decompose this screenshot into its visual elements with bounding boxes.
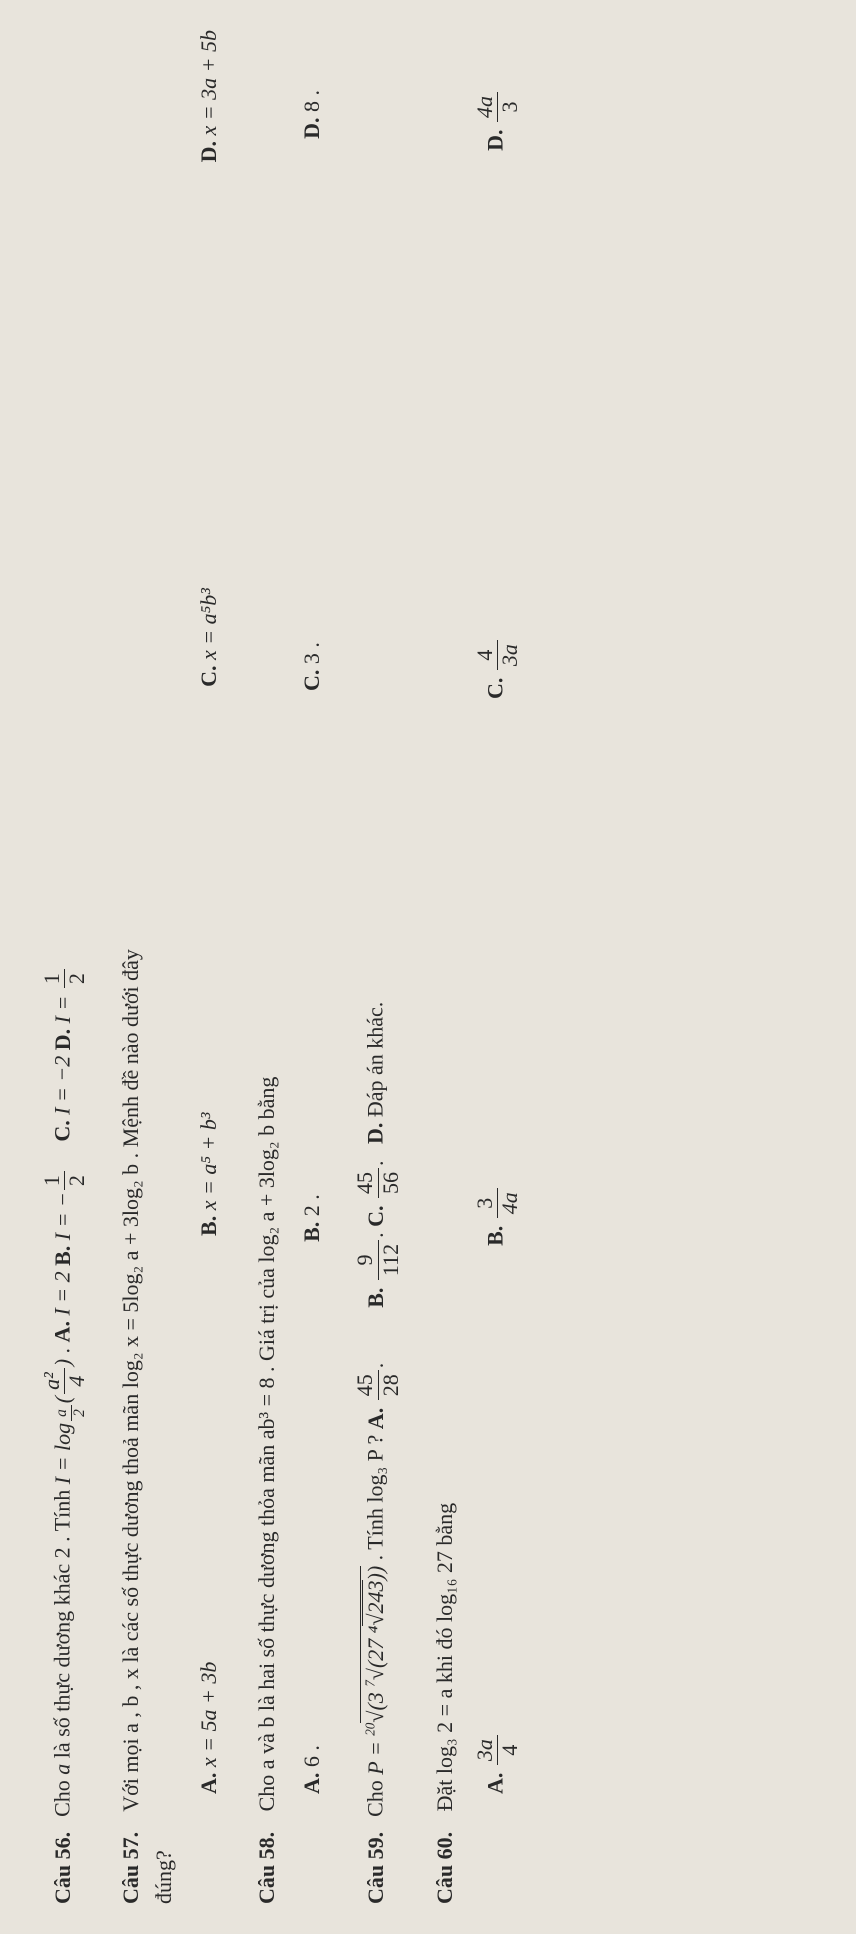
question-content: Cho P = 20√(3 7√(27 ⁴√243)) . Tính log₃ … <box>353 0 402 1817</box>
option: C. I = −2 <box>50 1056 75 1142</box>
option: A. x = 5a + 3b <box>192 1662 225 1794</box>
option: D. 8 . <box>295 90 328 139</box>
formula-main: I = loga2(a²4) <box>50 1359 75 1484</box>
question-58: Câu 58. Cho a và b là hai số thực dương … <box>250 0 328 1904</box>
option: A. 3a4 <box>473 1733 522 1794</box>
option: A. 6 . <box>295 1745 328 1794</box>
options-row: A. 3a4 B. 34a C. 43a D. 4a3 <box>473 0 522 1794</box>
option: A. I = 2 <box>50 1271 75 1342</box>
question-label: Câu 57. <box>114 1832 147 1904</box>
question-text: Cho a là số thực dương khác 2 . Tính I =… <box>50 967 75 1817</box>
option: D. I = 12 <box>50 967 75 1050</box>
formula-nested-root: P = 20√(3 7√(27 ⁴√243)) <box>363 1566 388 1775</box>
option: C. 43a <box>473 638 522 699</box>
question-content: Cho a là số thực dương khác 2 . Tính I =… <box>40 0 89 1817</box>
option: A. 4528. <box>363 1363 388 1429</box>
option: B. 2 . <box>295 1194 328 1242</box>
option: B. x = a⁵ + b³ <box>192 1113 225 1236</box>
question-text: Với mọi a , b , x là các số thực dương t… <box>118 949 143 1812</box>
option: B. I = −12 <box>50 1169 75 1266</box>
option: D. 4a3 <box>473 90 522 151</box>
question-text: Cho a và b là hai số thực dương thỏa mãn… <box>254 1077 279 1812</box>
question-60: Câu 60. Đặt log₃ 2 = a khi đó log₁₆ 27 b… <box>428 0 522 1904</box>
question-text-line2: đúng? <box>147 0 180 1904</box>
option: C. x = a⁵b³ <box>192 588 225 687</box>
options-row: A. 6 . B. 2 . C. 3 . D. 8 . <box>295 0 328 1794</box>
option: B. 9112. <box>363 1232 388 1307</box>
question-label: Câu 56. <box>46 1832 79 1904</box>
question-label: Câu 59. <box>359 1832 392 1904</box>
question-label: Câu 58. <box>250 1832 283 1904</box>
option: C. 4556. <box>363 1161 388 1227</box>
question-57: Câu 57. Với mọi a , b , x là các số thực… <box>114 0 225 1904</box>
option: D. x = 3a + 5b <box>192 30 225 162</box>
option: C. 3 . <box>295 642 328 691</box>
option: D. Đáp án khác. <box>363 1002 388 1144</box>
question-59: Câu 59. Cho P = 20√(3 7√(27 ⁴√243)) . Tí… <box>353 0 402 1904</box>
question-text: Đặt log₃ 2 = a khi đó log₁₆ 27 bằng <box>432 1503 457 1812</box>
options-row: A. x = 5a + 3b B. x = a⁵ + b³ C. x = a⁵b… <box>192 0 225 1794</box>
option: B. 34a <box>473 1186 522 1246</box>
question-56: Câu 56. Cho a là số thực dương khác 2 . … <box>40 0 89 1904</box>
question-label: Câu 60. <box>428 1832 461 1904</box>
